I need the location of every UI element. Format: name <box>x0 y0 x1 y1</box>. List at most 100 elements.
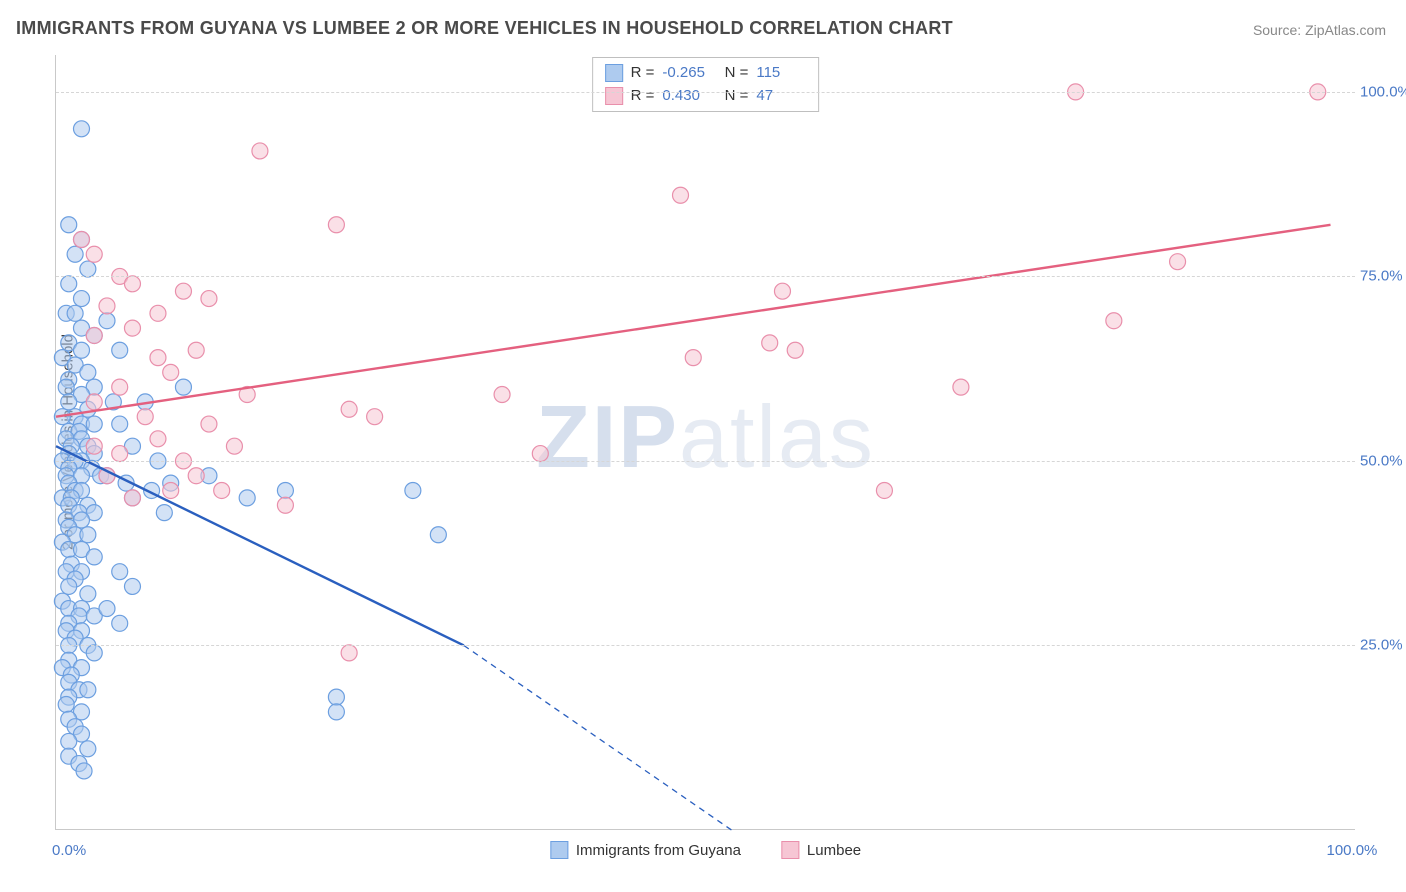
scatter-point <box>341 401 357 417</box>
scatter-point <box>80 261 96 277</box>
scatter-point <box>430 527 446 543</box>
y-tick-label: 100.0% <box>1360 83 1406 100</box>
scatter-point <box>73 342 89 358</box>
scatter-point <box>86 394 102 410</box>
scatter-point <box>80 741 96 757</box>
y-tick-label: 75.0% <box>1360 268 1406 285</box>
scatter-point <box>80 527 96 543</box>
legend-label-guyana: Immigrants from Guyana <box>576 842 741 859</box>
scatter-point <box>150 305 166 321</box>
scatter-point <box>99 601 115 617</box>
scatter-point <box>685 350 701 366</box>
scatter-point <box>876 482 892 498</box>
scatter-point <box>188 468 204 484</box>
scatter-point <box>76 763 92 779</box>
chart-title: IMMIGRANTS FROM GUYANA VS LUMBEE 2 OR MO… <box>16 18 953 39</box>
scatter-point <box>112 416 128 432</box>
scatter-point <box>277 497 293 513</box>
scatter-point <box>532 446 548 462</box>
scatter-point <box>367 409 383 425</box>
scatter-point <box>175 283 191 299</box>
legend-label-lumbee: Lumbee <box>807 842 861 859</box>
scatter-point <box>252 143 268 159</box>
y-tick-label: 50.0% <box>1360 452 1406 469</box>
scatter-point <box>67 305 83 321</box>
scatter-point <box>277 482 293 498</box>
trend-line <box>56 225 1331 417</box>
scatter-point <box>328 217 344 233</box>
scatter-point <box>61 733 77 749</box>
gridline <box>56 276 1355 277</box>
gridline <box>56 645 1355 646</box>
trend-line <box>464 645 732 830</box>
scatter-point <box>80 682 96 698</box>
scatter-point <box>188 342 204 358</box>
scatter-point <box>58 697 74 713</box>
scatter-point <box>86 416 102 432</box>
scatter-point <box>61 578 77 594</box>
scatter-point <box>156 505 172 521</box>
scatter-point <box>124 320 140 336</box>
scatter-point <box>99 313 115 329</box>
x-tick-label: 0.0% <box>52 842 86 859</box>
legend-item-lumbee: Lumbee <box>781 841 861 859</box>
scatter-point <box>175 379 191 395</box>
scatter-point <box>86 645 102 661</box>
scatter-point <box>73 121 89 137</box>
scatter-point <box>787 342 803 358</box>
scatter-point <box>58 379 74 395</box>
scatter-point <box>73 291 89 307</box>
gridline <box>56 461 1355 462</box>
scatter-point <box>86 246 102 262</box>
scatter-point <box>112 615 128 631</box>
scatter-point <box>1106 313 1122 329</box>
scatter-point <box>112 446 128 462</box>
scatter-point <box>99 298 115 314</box>
scatter-point <box>201 291 217 307</box>
scatter-point <box>86 327 102 343</box>
scatter-point <box>61 217 77 233</box>
legend-item-guyana: Immigrants from Guyana <box>550 841 741 859</box>
scatter-point <box>150 431 166 447</box>
x-tick-label: 100.0% <box>1327 842 1378 859</box>
chart-svg <box>56 55 1355 829</box>
scatter-point <box>112 379 128 395</box>
scatter-point <box>328 689 344 705</box>
scatter-point <box>494 387 510 403</box>
scatter-point <box>214 482 230 498</box>
scatter-point <box>774 283 790 299</box>
scatter-point <box>226 438 242 454</box>
scatter-point <box>80 586 96 602</box>
scatter-point <box>239 490 255 506</box>
source-attribution: Source: ZipAtlas.com <box>1253 22 1386 38</box>
scatter-point <box>673 187 689 203</box>
scatter-point <box>124 276 140 292</box>
scatter-point <box>67 246 83 262</box>
legend-swatch-icon <box>550 841 568 859</box>
scatter-point <box>112 342 128 358</box>
scatter-point <box>137 409 153 425</box>
scatter-point <box>112 564 128 580</box>
scatter-point <box>61 276 77 292</box>
gridline <box>56 92 1355 93</box>
scatter-point <box>341 645 357 661</box>
scatter-point <box>124 490 140 506</box>
scatter-point <box>73 232 89 248</box>
scatter-point <box>328 704 344 720</box>
plot-area: 2 or more Vehicles in Household ZIPatlas… <box>55 55 1355 830</box>
scatter-point <box>405 482 421 498</box>
scatter-point <box>163 482 179 498</box>
scatter-point <box>86 549 102 565</box>
series-legend: Immigrants from Guyana Lumbee <box>550 841 861 859</box>
scatter-point <box>201 416 217 432</box>
scatter-point <box>61 394 77 410</box>
scatter-point <box>163 364 179 380</box>
scatter-point <box>86 438 102 454</box>
scatter-point <box>762 335 778 351</box>
scatter-point <box>1170 254 1186 270</box>
legend-swatch-icon <box>781 841 799 859</box>
scatter-point <box>80 364 96 380</box>
y-tick-label: 25.0% <box>1360 637 1406 654</box>
scatter-point <box>150 350 166 366</box>
scatter-point <box>953 379 969 395</box>
